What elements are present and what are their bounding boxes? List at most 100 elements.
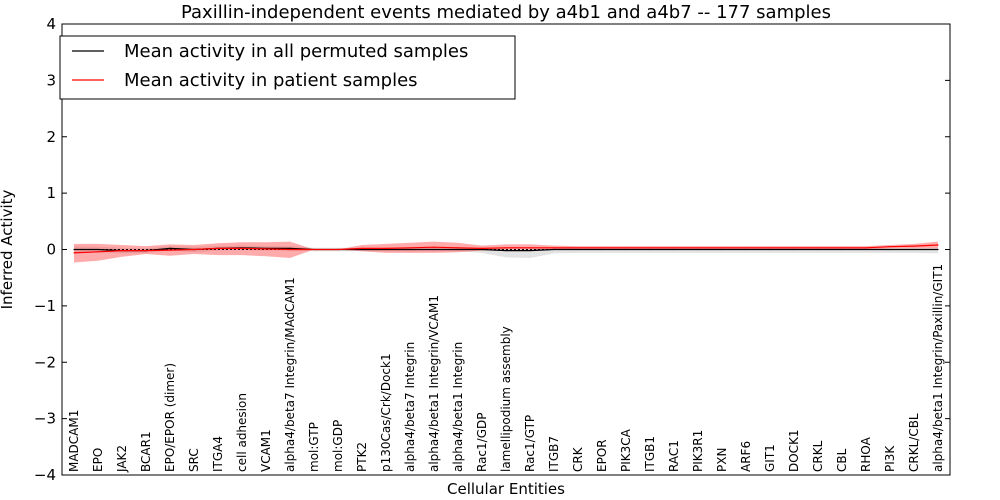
y-tick-label: −4 (34, 466, 56, 484)
legend-label-permuted: Mean activity in all permuted samples (124, 41, 468, 62)
plot-area-frame (61, 23, 951, 476)
category-label: CRKL/CBL (907, 413, 921, 472)
band-patient (74, 241, 938, 263)
legend-label-patient: Mean activity in patient samples (124, 70, 418, 91)
data-point-patient-31 (817, 247, 819, 249)
data-point-patient-7 (241, 247, 243, 249)
y-tick-label: −1 (34, 297, 56, 315)
data-point-patient-18 (505, 247, 507, 249)
data-point-patient-19 (529, 247, 531, 249)
data-point-permuted-14 (409, 248, 411, 251)
category-label: alpha4/beta7 Integrin/MAdCAM1 (283, 277, 297, 472)
data-point-patient-15 (433, 246, 435, 248)
y-axis-label: Inferred Activity (0, 189, 16, 309)
data-point-patient-16 (457, 247, 459, 249)
y-tick-label: 2 (46, 128, 56, 146)
data-point-permuted-20 (553, 248, 555, 251)
data-point-patient-28 (745, 247, 747, 249)
data-point-patient-21 (577, 247, 579, 249)
data-point-permuted-29 (769, 248, 771, 251)
data-point-patient-34 (889, 246, 891, 248)
data-point-permuted-33 (865, 248, 867, 251)
data-point-permuted-22 (601, 248, 603, 251)
category-label: PXN (715, 448, 729, 472)
category-label: JAK2 (115, 445, 129, 473)
category-label: CRKL (811, 440, 825, 472)
category-label: BCAR1 (139, 431, 153, 472)
data-point-permuted-24 (649, 248, 651, 251)
chart-title: Paxillin-independent events mediated by … (181, 2, 831, 23)
category-label: CRK (571, 446, 585, 472)
category-label: ITGB7 (547, 436, 561, 472)
data-point-patient-36 (937, 244, 939, 246)
data-point-permuted-13 (385, 248, 387, 251)
data-point-permuted-32 (841, 248, 843, 251)
data-point-permuted-12 (361, 248, 363, 251)
category-label: ARF6 (739, 441, 753, 472)
data-point-patient-30 (793, 247, 795, 249)
category-label: mol:GDP (331, 420, 345, 472)
y-tick-label: −3 (34, 410, 56, 428)
category-label: RAC1 (667, 440, 681, 472)
data-point-patient-5 (193, 248, 195, 251)
x-axis-label: Cellular Entities (447, 480, 565, 498)
category-label: PI3K (883, 445, 897, 472)
category-label: VCAM1 (259, 429, 273, 472)
category-label: MADCAM1 (67, 410, 81, 472)
data-point-patient-12 (361, 247, 363, 249)
category-label: mol:GTP (307, 422, 321, 472)
data-point-permuted-15 (433, 248, 435, 251)
data-point-patient-0 (73, 252, 75, 254)
y-tick-label: 4 (46, 15, 56, 33)
data-point-patient-25 (673, 247, 675, 249)
data-point-permuted-23 (625, 248, 627, 251)
category-label: EPO (91, 448, 105, 472)
legend: Mean activity in all permuted samples Me… (59, 35, 516, 100)
category-label: EPOR (595, 439, 609, 472)
data-point-permuted-28 (745, 248, 747, 251)
data-point-permuted-18 (505, 250, 507, 252)
data-point-patient-33 (865, 247, 867, 249)
category-label: SRC (187, 448, 201, 472)
data-point-patient-8 (265, 248, 267, 250)
data-point-permuted-19 (529, 250, 531, 252)
category-label: RHOA (859, 436, 873, 472)
category-label: EPO/EPOR (dimer) (163, 363, 177, 472)
category-label: alpha4/beta1 Integrin/VCAM1 (427, 295, 441, 472)
category-label: PTK2 (355, 442, 369, 472)
category-label: DOCK1 (787, 429, 801, 472)
category-label: PIK3R1 (691, 430, 705, 472)
data-point-patient-35 (913, 245, 915, 247)
data-point-patient-1 (97, 251, 99, 253)
data-point-permuted-35 (913, 248, 915, 251)
data-point-permuted-30 (793, 248, 795, 251)
y-tick-label: 0 (46, 241, 56, 259)
data-point-patient-27 (721, 247, 723, 249)
category-label: lamellipodium assembly (499, 326, 513, 472)
data-point-patient-23 (625, 247, 627, 249)
data-point-patient-20 (553, 247, 555, 249)
category-label: cell adhesion (235, 393, 249, 472)
category-label: p130Cas/Crk/Dock1 (379, 353, 393, 472)
category-label: alpha4/beta1 Integrin/Paxillin/GIT1 (931, 264, 945, 472)
data-point-patient-13 (385, 247, 387, 249)
data-point-patient-24 (649, 247, 651, 249)
legend-box (59, 35, 516, 100)
data-point-permuted-34 (889, 248, 891, 251)
y-tick-label: 3 (46, 71, 56, 89)
data-point-permuted-4 (169, 247, 171, 249)
data-point-permuted-16 (457, 248, 459, 251)
data-point-permuted-21 (577, 248, 579, 251)
data-point-patient-9 (289, 248, 291, 251)
y-tick-label: −2 (34, 353, 56, 371)
data-point-patient-2 (121, 250, 123, 252)
data-point-permuted-36 (937, 248, 939, 251)
category-label: Rac1/GTP (523, 415, 537, 472)
data-point-patient-3 (145, 250, 147, 252)
category-label: ITGB1 (643, 436, 657, 472)
data-point-permuted-25 (673, 248, 675, 251)
data-point-permuted-17 (481, 248, 483, 251)
data-point-patient-29 (769, 247, 771, 249)
category-label: PIK3CA (619, 428, 633, 472)
